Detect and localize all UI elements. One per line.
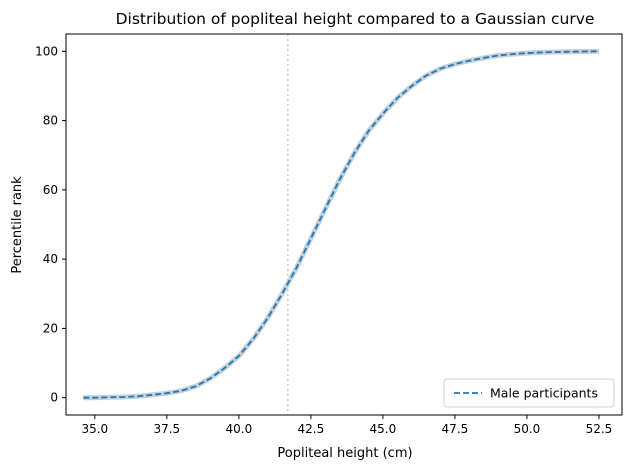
- data-point: [281, 293, 282, 294]
- data-point: [498, 55, 499, 56]
- data-point: [83, 397, 84, 398]
- x-axis-label: Popliteal height (cm): [277, 446, 412, 461]
- data-point: [209, 378, 210, 379]
- data-point: [555, 51, 556, 52]
- x-tick-label: 45.0: [370, 422, 397, 436]
- data-point: [426, 75, 427, 76]
- data-point: [123, 396, 124, 397]
- data-point: [454, 64, 455, 65]
- data-point: [368, 130, 369, 131]
- x-tick-label: 47.5: [442, 422, 469, 436]
- data-point: [598, 51, 599, 52]
- data-point: [267, 317, 268, 318]
- data-point: [109, 397, 110, 398]
- data-point: [526, 52, 527, 53]
- legend: Male participants: [443, 378, 615, 408]
- x-tick-label: 37.5: [153, 422, 180, 436]
- data-point: [253, 338, 254, 339]
- data-point: [310, 238, 311, 239]
- data-point: [238, 356, 239, 357]
- x-tick-label: 52.5: [586, 422, 613, 436]
- y-tick-label: 80: [43, 114, 58, 128]
- y-axis-label: Percentile rank: [10, 176, 25, 274]
- y-tick-label: 0: [50, 391, 58, 405]
- data-point: [397, 97, 398, 98]
- series-line: [83, 50, 600, 399]
- x-tick-label: 42.5: [298, 422, 325, 436]
- data-point: [137, 396, 138, 397]
- data-point: [152, 394, 153, 395]
- data-point: [411, 85, 412, 86]
- data-point: [325, 208, 326, 209]
- data-point: [339, 179, 340, 180]
- x-tick-label: 40.0: [225, 422, 252, 436]
- data-point: [483, 57, 484, 58]
- data-point: [440, 68, 441, 69]
- y-tick-label: 20: [43, 321, 58, 335]
- legend-box: [443, 378, 615, 408]
- data-point: [353, 153, 354, 154]
- data-point: [570, 51, 571, 52]
- data-point: [512, 53, 513, 54]
- data-point: [584, 51, 585, 52]
- y-tick-label: 100: [35, 44, 58, 58]
- data-point: [224, 368, 225, 369]
- data-point: [166, 393, 167, 394]
- data-point: [469, 60, 470, 61]
- y-tick-label: 60: [43, 183, 58, 197]
- data-point: [541, 52, 542, 53]
- x-tick-label: 35.0: [81, 422, 108, 436]
- x-tick-label: 50.0: [514, 422, 541, 436]
- data-point: [181, 390, 182, 391]
- series-band: [83, 48, 600, 401]
- plot-frame: [65, 33, 623, 416]
- y-tick-label: 40: [43, 252, 58, 266]
- chart-title: Distribution of popliteal height compare…: [116, 10, 595, 28]
- legend-label: Male participants: [490, 386, 598, 401]
- data-point: [296, 267, 297, 268]
- data-point: [195, 386, 196, 387]
- data-point: [382, 113, 383, 114]
- data-point: [94, 397, 95, 398]
